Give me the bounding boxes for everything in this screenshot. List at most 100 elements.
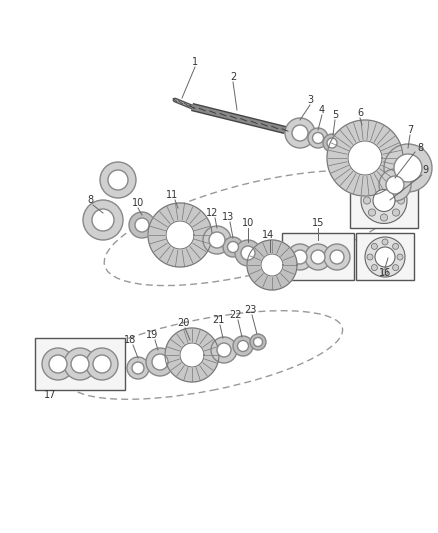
Circle shape bbox=[361, 177, 407, 223]
Text: 17: 17 bbox=[44, 390, 56, 400]
Text: 15: 15 bbox=[312, 218, 324, 228]
Circle shape bbox=[217, 343, 231, 357]
Polygon shape bbox=[165, 328, 219, 382]
Circle shape bbox=[394, 154, 422, 182]
Circle shape bbox=[312, 133, 324, 143]
Circle shape bbox=[397, 197, 405, 204]
Circle shape bbox=[311, 250, 325, 264]
Circle shape bbox=[49, 355, 67, 373]
Circle shape bbox=[227, 241, 239, 253]
Text: 14: 14 bbox=[262, 230, 274, 240]
Circle shape bbox=[365, 237, 405, 277]
Circle shape bbox=[108, 170, 128, 190]
Text: 12: 12 bbox=[206, 208, 218, 218]
Circle shape bbox=[86, 348, 118, 380]
Bar bbox=[35, 338, 125, 390]
Text: 16: 16 bbox=[379, 268, 391, 278]
Circle shape bbox=[324, 244, 350, 270]
Circle shape bbox=[285, 118, 315, 148]
Circle shape bbox=[64, 348, 96, 380]
Text: 5: 5 bbox=[332, 110, 338, 120]
Circle shape bbox=[308, 128, 328, 148]
Circle shape bbox=[209, 232, 225, 248]
Text: 11: 11 bbox=[166, 190, 178, 200]
Circle shape bbox=[241, 246, 255, 260]
Circle shape bbox=[127, 357, 149, 379]
Circle shape bbox=[368, 185, 375, 192]
Bar bbox=[350, 173, 418, 228]
Circle shape bbox=[83, 200, 123, 240]
Polygon shape bbox=[180, 343, 204, 367]
Circle shape bbox=[380, 214, 388, 221]
Circle shape bbox=[211, 337, 237, 363]
Circle shape bbox=[203, 226, 231, 254]
Circle shape bbox=[368, 209, 375, 216]
Polygon shape bbox=[327, 120, 403, 196]
Polygon shape bbox=[166, 221, 194, 249]
Circle shape bbox=[380, 180, 388, 187]
Circle shape bbox=[392, 244, 399, 249]
Circle shape bbox=[152, 354, 168, 370]
Bar bbox=[282, 233, 354, 280]
Circle shape bbox=[323, 134, 341, 152]
Circle shape bbox=[135, 218, 149, 232]
Circle shape bbox=[371, 264, 378, 271]
Circle shape bbox=[129, 212, 155, 238]
Circle shape bbox=[364, 197, 371, 204]
Text: 22: 22 bbox=[230, 310, 242, 320]
Text: 18: 18 bbox=[124, 335, 136, 345]
Circle shape bbox=[330, 250, 344, 264]
Text: 20: 20 bbox=[177, 318, 189, 328]
Text: 10: 10 bbox=[242, 218, 254, 228]
Circle shape bbox=[386, 176, 404, 194]
Polygon shape bbox=[148, 203, 212, 267]
Circle shape bbox=[293, 250, 307, 264]
Text: 9: 9 bbox=[422, 165, 428, 175]
Circle shape bbox=[235, 240, 261, 266]
Polygon shape bbox=[261, 254, 283, 276]
Text: 13: 13 bbox=[222, 212, 234, 222]
Text: 2: 2 bbox=[230, 72, 236, 82]
Circle shape bbox=[292, 125, 308, 141]
Polygon shape bbox=[348, 141, 382, 175]
Circle shape bbox=[375, 247, 395, 267]
Circle shape bbox=[327, 138, 337, 148]
Circle shape bbox=[146, 348, 174, 376]
Bar bbox=[356, 233, 414, 280]
Circle shape bbox=[371, 244, 378, 249]
Circle shape bbox=[93, 355, 111, 373]
Circle shape bbox=[392, 264, 399, 271]
Circle shape bbox=[92, 209, 114, 231]
Text: 1: 1 bbox=[192, 57, 198, 67]
Text: 23: 23 bbox=[244, 305, 256, 315]
Circle shape bbox=[287, 244, 313, 270]
Circle shape bbox=[42, 348, 74, 380]
Circle shape bbox=[397, 254, 403, 260]
Text: 6: 6 bbox=[357, 108, 363, 118]
Circle shape bbox=[237, 341, 248, 351]
Circle shape bbox=[392, 209, 399, 216]
Circle shape bbox=[223, 237, 243, 257]
Circle shape bbox=[254, 337, 262, 346]
Circle shape bbox=[250, 334, 266, 350]
Circle shape bbox=[382, 239, 388, 245]
Circle shape bbox=[233, 336, 253, 356]
Text: 21: 21 bbox=[212, 315, 224, 325]
Text: 10: 10 bbox=[132, 198, 144, 208]
Circle shape bbox=[367, 254, 373, 260]
Text: 19: 19 bbox=[146, 330, 158, 340]
Text: 7: 7 bbox=[407, 125, 413, 135]
Polygon shape bbox=[247, 240, 297, 290]
Text: 8: 8 bbox=[417, 143, 423, 153]
Text: 4: 4 bbox=[319, 105, 325, 115]
Circle shape bbox=[100, 162, 136, 198]
Text: 8: 8 bbox=[87, 195, 93, 205]
Circle shape bbox=[384, 144, 432, 192]
Circle shape bbox=[382, 269, 388, 275]
Circle shape bbox=[373, 190, 395, 212]
Circle shape bbox=[305, 244, 331, 270]
Circle shape bbox=[71, 355, 89, 373]
Circle shape bbox=[392, 185, 399, 192]
Circle shape bbox=[379, 169, 411, 201]
Circle shape bbox=[132, 362, 144, 374]
